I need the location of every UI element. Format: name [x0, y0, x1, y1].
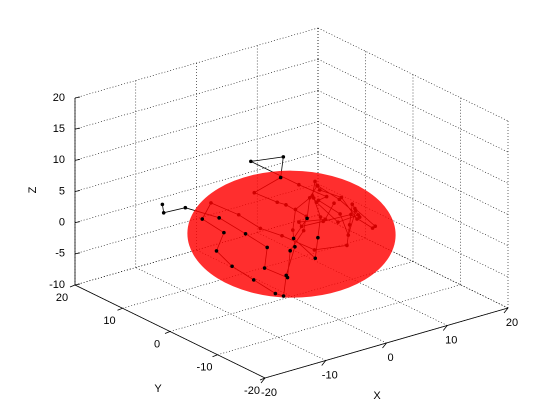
z-tick-label: -10 [49, 279, 65, 291]
walk-point [313, 256, 318, 261]
walk-point [262, 266, 267, 270]
walk-point [251, 278, 256, 282]
y-tick-label: -20 [244, 385, 260, 397]
x-tick-label: -10 [322, 369, 338, 381]
walk-point [230, 264, 234, 269]
y-axis-label: Y [154, 383, 162, 395]
y-tick [164, 331, 171, 334]
x-tick [321, 360, 327, 366]
y-tick [212, 354, 218, 358]
z-tick [74, 158, 81, 161]
walk-point [278, 175, 283, 180]
y-tick-label: -10 [197, 362, 213, 374]
grid-line [74, 27, 319, 99]
x-tick-label: 10 [445, 334, 457, 346]
z-tick-label: 0 [59, 217, 65, 229]
walk-point [249, 159, 253, 164]
walk-point [288, 248, 292, 253]
walk-point [291, 236, 296, 241]
grid-line [317, 152, 509, 246]
walk-point [305, 216, 309, 221]
walk-point [281, 294, 286, 298]
grid-line [317, 121, 509, 215]
x-tick [503, 307, 509, 314]
walk-point [265, 245, 270, 250]
walk-point [222, 230, 226, 235]
walk-point [243, 231, 248, 236]
walk-point [161, 211, 166, 215]
grid-line [74, 121, 319, 192]
z-tick [74, 127, 81, 130]
grid-line [317, 27, 509, 122]
y-tick-label: 0 [154, 338, 160, 350]
grid-line [317, 183, 509, 278]
grid-line [317, 214, 509, 309]
grid-line [217, 284, 461, 356]
x-tick [260, 377, 266, 384]
z-tick-label: 5 [59, 185, 65, 197]
walk-point [217, 216, 221, 220]
walk-point [273, 291, 278, 296]
y-tick [69, 284, 76, 288]
walk-point [214, 249, 219, 253]
z-tick-label: 15 [53, 123, 65, 135]
x-axis-label: X [373, 390, 381, 402]
walk-point [284, 273, 289, 278]
y-tick [117, 307, 123, 311]
grid-line [317, 58, 509, 153]
y-tick-label: 20 [56, 292, 68, 304]
z-tick-label: -5 [55, 248, 65, 260]
z-axis-label: Z [27, 186, 39, 193]
z-tick [74, 252, 81, 255]
z-tick-label: 20 [53, 92, 65, 104]
z-tick-label: 10 [53, 154, 65, 166]
x-tick-label: 20 [506, 317, 518, 329]
walk-point [316, 235, 320, 240]
walk-point [160, 202, 165, 207]
x-tick [442, 325, 448, 331]
walk-point [200, 217, 205, 221]
z-tick [74, 221, 81, 224]
grid-line [74, 152, 319, 223]
z-tick [74, 96, 81, 99]
z-tick [74, 190, 81, 192]
y-tick-label: 10 [103, 315, 115, 327]
z-tick [74, 283, 81, 286]
x-tick [382, 342, 387, 349]
walk-point [293, 245, 297, 249]
x-tick-label: -20 [261, 387, 277, 399]
walk-point [183, 205, 188, 210]
ellipsoid [187, 170, 396, 298]
grid-line [317, 90, 509, 184]
y-tick [259, 377, 266, 381]
grid-line [74, 90, 319, 161]
grid-line [74, 58, 319, 130]
x-tick-label: 0 [387, 352, 393, 364]
walk-point [281, 155, 286, 159]
